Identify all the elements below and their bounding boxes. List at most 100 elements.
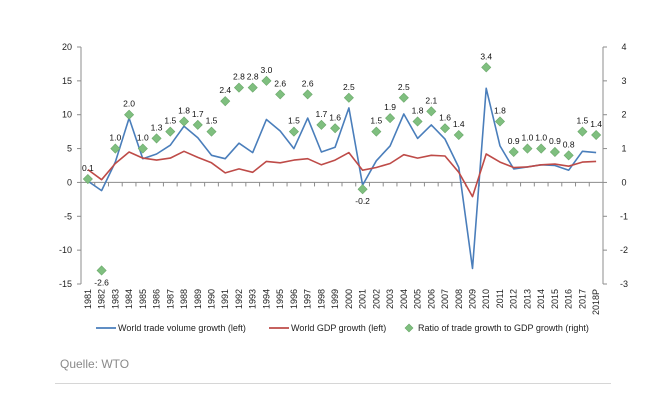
ratio-marker [192,119,203,130]
x-axis-tick-label: 1997 [303,289,313,309]
source-note: Quelle: WTO [60,357,130,371]
ratio-data-label: 1.5 [288,116,300,126]
ratio-data-label: 1.8 [178,105,190,115]
ratio-marker [371,126,382,137]
ratio-marker [357,184,368,195]
x-axis-tick-label: 2016 [564,289,574,309]
series-line-1 [87,87,597,270]
x-axis-tick-label: 1990 [207,289,217,309]
ratio-data-label: 1.5 [164,116,176,126]
right-axis-tick-label: 0 [621,177,626,187]
x-axis-tick-label: 1984 [124,289,134,309]
x-axis-tick-label: 2000 [344,289,354,309]
ratio-marker [563,150,574,161]
ratio-marker [206,126,217,137]
legend-marker-swatch [404,323,414,333]
ratio-marker [330,123,341,134]
x-axis-tick-label: 2018P [591,289,601,315]
left-axis-tick-label: -5 [64,211,72,221]
ratio-data-label: 2.1 [425,95,437,105]
ratio-data-label: 1.7 [192,109,204,119]
right-axis-tick-label: 2 [621,110,626,120]
ratio-marker [522,143,533,154]
ratio-marker [165,126,176,137]
ratio-marker [275,89,286,100]
chart-container: -15 -10 -5 0 5 10 15 20 -3 -2 -1 0 1 2 3 4 1981 1982 1983 1… [59,42,628,333]
x-axis-tick-label: 2003 [385,289,395,309]
x-axis-tick-label: 1998 [316,289,326,309]
ratio-data-label: 1.5 [576,116,588,126]
x-axis-tick-label: 2004 [399,289,409,309]
x-axis-tick-label: 2002 [371,289,381,309]
ratio-data-label: 1.8 [412,105,424,115]
ratio-marker [179,116,190,127]
ratio-marker [302,89,313,100]
ratio-data-label: 1.6 [439,112,451,122]
x-axis-tick-label: 2006 [426,289,436,309]
ratio-marker [426,106,437,117]
ratio-marker [591,130,602,141]
ratio-data-label: 3.4 [480,51,492,61]
ratio-marker [494,116,505,127]
ratio-data-label: 1.8 [494,105,506,115]
ratio-data-label: 1.7 [315,109,327,119]
ratio-data-label: 2.8 [247,72,259,82]
ratio-marker [549,146,560,157]
x-axis-tick-label: 1982 [97,289,107,309]
left-axis-tick-label: 10 [62,110,72,120]
ratio-data-label: 1.3 [151,122,163,132]
legend-label: Ratio of trade growth to GDP growth (rig… [418,323,589,333]
x-axis-tick-label: 1983 [110,289,120,309]
ratio-marker [481,62,492,73]
ratio-marker [137,143,148,154]
x-axis-tick-label: 1994 [261,289,271,309]
left-axis-tick-label: 5 [67,144,72,154]
ratio-data-label: -2.6 [94,277,109,287]
ratio-data-label: 0.9 [549,136,561,146]
ratio-data-label: 1.0 [535,133,547,143]
x-axis-tick-label: 1986 [152,289,162,309]
ratio-marker [261,75,272,86]
ratio-data-label: 1.4 [590,119,602,129]
right-axis-tick-label: -3 [620,279,628,289]
ratio-data-label: 1.4 [453,119,465,129]
ratio-marker [82,174,93,185]
ratio-data-label: -0.2 [355,196,370,206]
ratio-data-label: 1.5 [370,116,382,126]
legend-label: World GDP growth (left) [291,323,386,333]
ratio-data-label: 1.0 [109,133,121,143]
ratio-data-label: 0.8 [563,139,575,149]
left-axis-tick-label: 15 [62,76,72,86]
x-axis-tick-label: 1992 [234,289,244,309]
right-axis-tick-label: 4 [621,42,626,52]
footer-divider [55,383,611,384]
series-line-2 [87,150,597,198]
ratio-marker [412,116,423,127]
x-axis-tick-label: 2009 [468,289,478,309]
ratio-marker [343,92,354,103]
x-axis-tick-label: 1985 [138,289,148,309]
x-axis-tick-label: 1993 [248,289,258,309]
ratio-marker [508,146,519,157]
ratio-marker [398,92,409,103]
left-axis-tick-label: 20 [62,42,72,52]
right-axis-tick-label: 3 [621,76,626,86]
ratio-data-label: 2.4 [219,85,231,95]
ratio-data-label: 1.0 [137,133,149,143]
x-axis-tick-label: 1987 [165,289,175,309]
x-axis-tick-label: 2008 [454,289,464,309]
legend-label: World trade volume growth (left) [118,323,246,333]
x-axis-tick-label: 1989 [193,289,203,309]
ratio-marker [110,143,121,154]
ratio-marker [247,82,258,93]
right-axis-tick-label: 1 [621,144,626,154]
ratio-data-label: 2.0 [123,99,135,109]
ratio-data-label: 2.5 [398,82,410,92]
ratio-data-label: 1.0 [522,133,534,143]
ratio-data-label: 0.1 [82,163,94,173]
x-axis-tick-label: 2011 [495,289,505,308]
ratio-data-label: 2.6 [302,78,314,88]
ratio-marker [233,82,244,93]
ratio-data-label: 2.8 [233,72,245,82]
